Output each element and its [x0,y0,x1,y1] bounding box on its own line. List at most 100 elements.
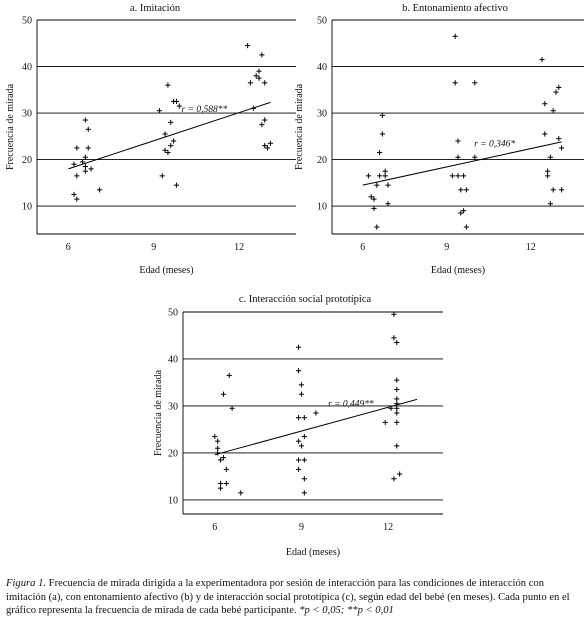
data-point [394,410,400,416]
data-point [382,168,388,174]
data-point [262,143,268,149]
x-tick-label: 6 [66,242,71,253]
data-point [545,173,551,179]
data-point [215,445,221,451]
data-point [313,410,319,416]
x-axis-label: Edad (meses) [431,265,485,276]
data-point [217,457,224,463]
data-point [377,149,383,156]
data-point [472,80,478,86]
data-point [301,476,307,482]
data-point [79,159,86,165]
data-point [97,187,103,193]
figure-caption: Figura 1. Frecuencia de mirada dirigida … [6,577,584,618]
caption-text: Figura 1. Frecuencia de mirada dirigida … [6,578,570,616]
data-point [377,173,383,179]
y-axis-label: Frecuencia de mirada [294,83,305,170]
data-point [247,80,254,86]
data-point [159,173,165,179]
panel-a: a. Imitación 10 20 30 40 50 6 9 12 Edad (meses) Fr… [5,3,296,276]
data-point [379,131,385,137]
correlation-label: r = 0,588** [181,105,227,115]
data-point [455,138,461,144]
data-point [374,182,380,188]
y-axis-label: Frecuencia de mirada [153,369,164,456]
data-point [82,154,88,160]
data-point [220,391,227,397]
data-point [267,140,273,146]
data-point [539,56,545,63]
data-point [259,52,265,58]
x-tick-label: 12 [234,242,244,253]
data-point [74,145,80,151]
data-point [301,490,307,496]
data-point [165,149,171,156]
data-point [556,84,562,91]
data-point [168,119,174,125]
trend-line [362,141,562,186]
caption-body: Frecuencia de mirada dirigida a la exper… [6,578,570,617]
correlation-label: r = 0,449** [328,400,374,410]
data-point [212,433,218,440]
data-point [394,377,400,383]
trend-line [214,398,418,456]
data-point [74,196,80,202]
data-point [556,136,562,142]
x-tick-label: 6 [360,242,365,253]
data-point [371,205,377,212]
data-point [365,173,371,179]
data-point [298,391,305,397]
data-point [173,182,180,188]
data-point [379,112,385,118]
data-point [256,68,262,74]
data-point [229,405,235,411]
x-tick-label: 9 [299,522,304,533]
y-tick-label: 50 [22,16,32,27]
correlation-label: r = 0,346* [474,139,515,149]
data-point [382,173,388,179]
data-point [298,382,305,388]
data-point [217,480,224,487]
data-point [176,103,182,109]
data-point [452,80,458,86]
panel-title: b. Entonamiento afectivo [402,3,508,14]
data-point [461,208,467,214]
panel-title: c. Interacción social prototípica [239,294,372,305]
data-point [550,108,556,114]
data-point [545,168,551,174]
y-tick-label: 30 [22,109,32,120]
x-tick-label: 12 [526,242,536,253]
x-axis-label: Edad (meses) [286,547,340,558]
data-point [301,457,307,463]
data-point [223,480,229,487]
data-point [385,182,391,188]
data-point [374,224,380,230]
x-tick-label: 12 [383,522,393,533]
data-point [215,438,221,444]
data-point [301,433,307,440]
y-tick-label: 30 [317,109,327,120]
data-point [371,196,377,202]
data-point [547,201,553,207]
y-tick-label: 10 [317,202,327,213]
data-point [295,466,302,472]
x-tick-label: 9 [444,242,449,253]
data-point [394,386,400,393]
data-point [295,344,302,350]
data-point [262,80,268,86]
y-tick-label: 20 [22,155,32,166]
data-point [253,73,259,79]
data-point [391,476,397,482]
data-point [394,405,400,411]
data-point [542,101,548,107]
data-point [171,138,177,144]
caption-label: Figura 1. [6,578,47,589]
data-point [220,455,227,461]
data-point [394,419,400,425]
x-axis-label: Edad (meses) [139,265,193,276]
data-point [559,145,565,151]
data-point [71,161,77,167]
data-point [458,187,464,193]
y-tick-label: 50 [317,16,327,27]
data-point [226,372,232,379]
